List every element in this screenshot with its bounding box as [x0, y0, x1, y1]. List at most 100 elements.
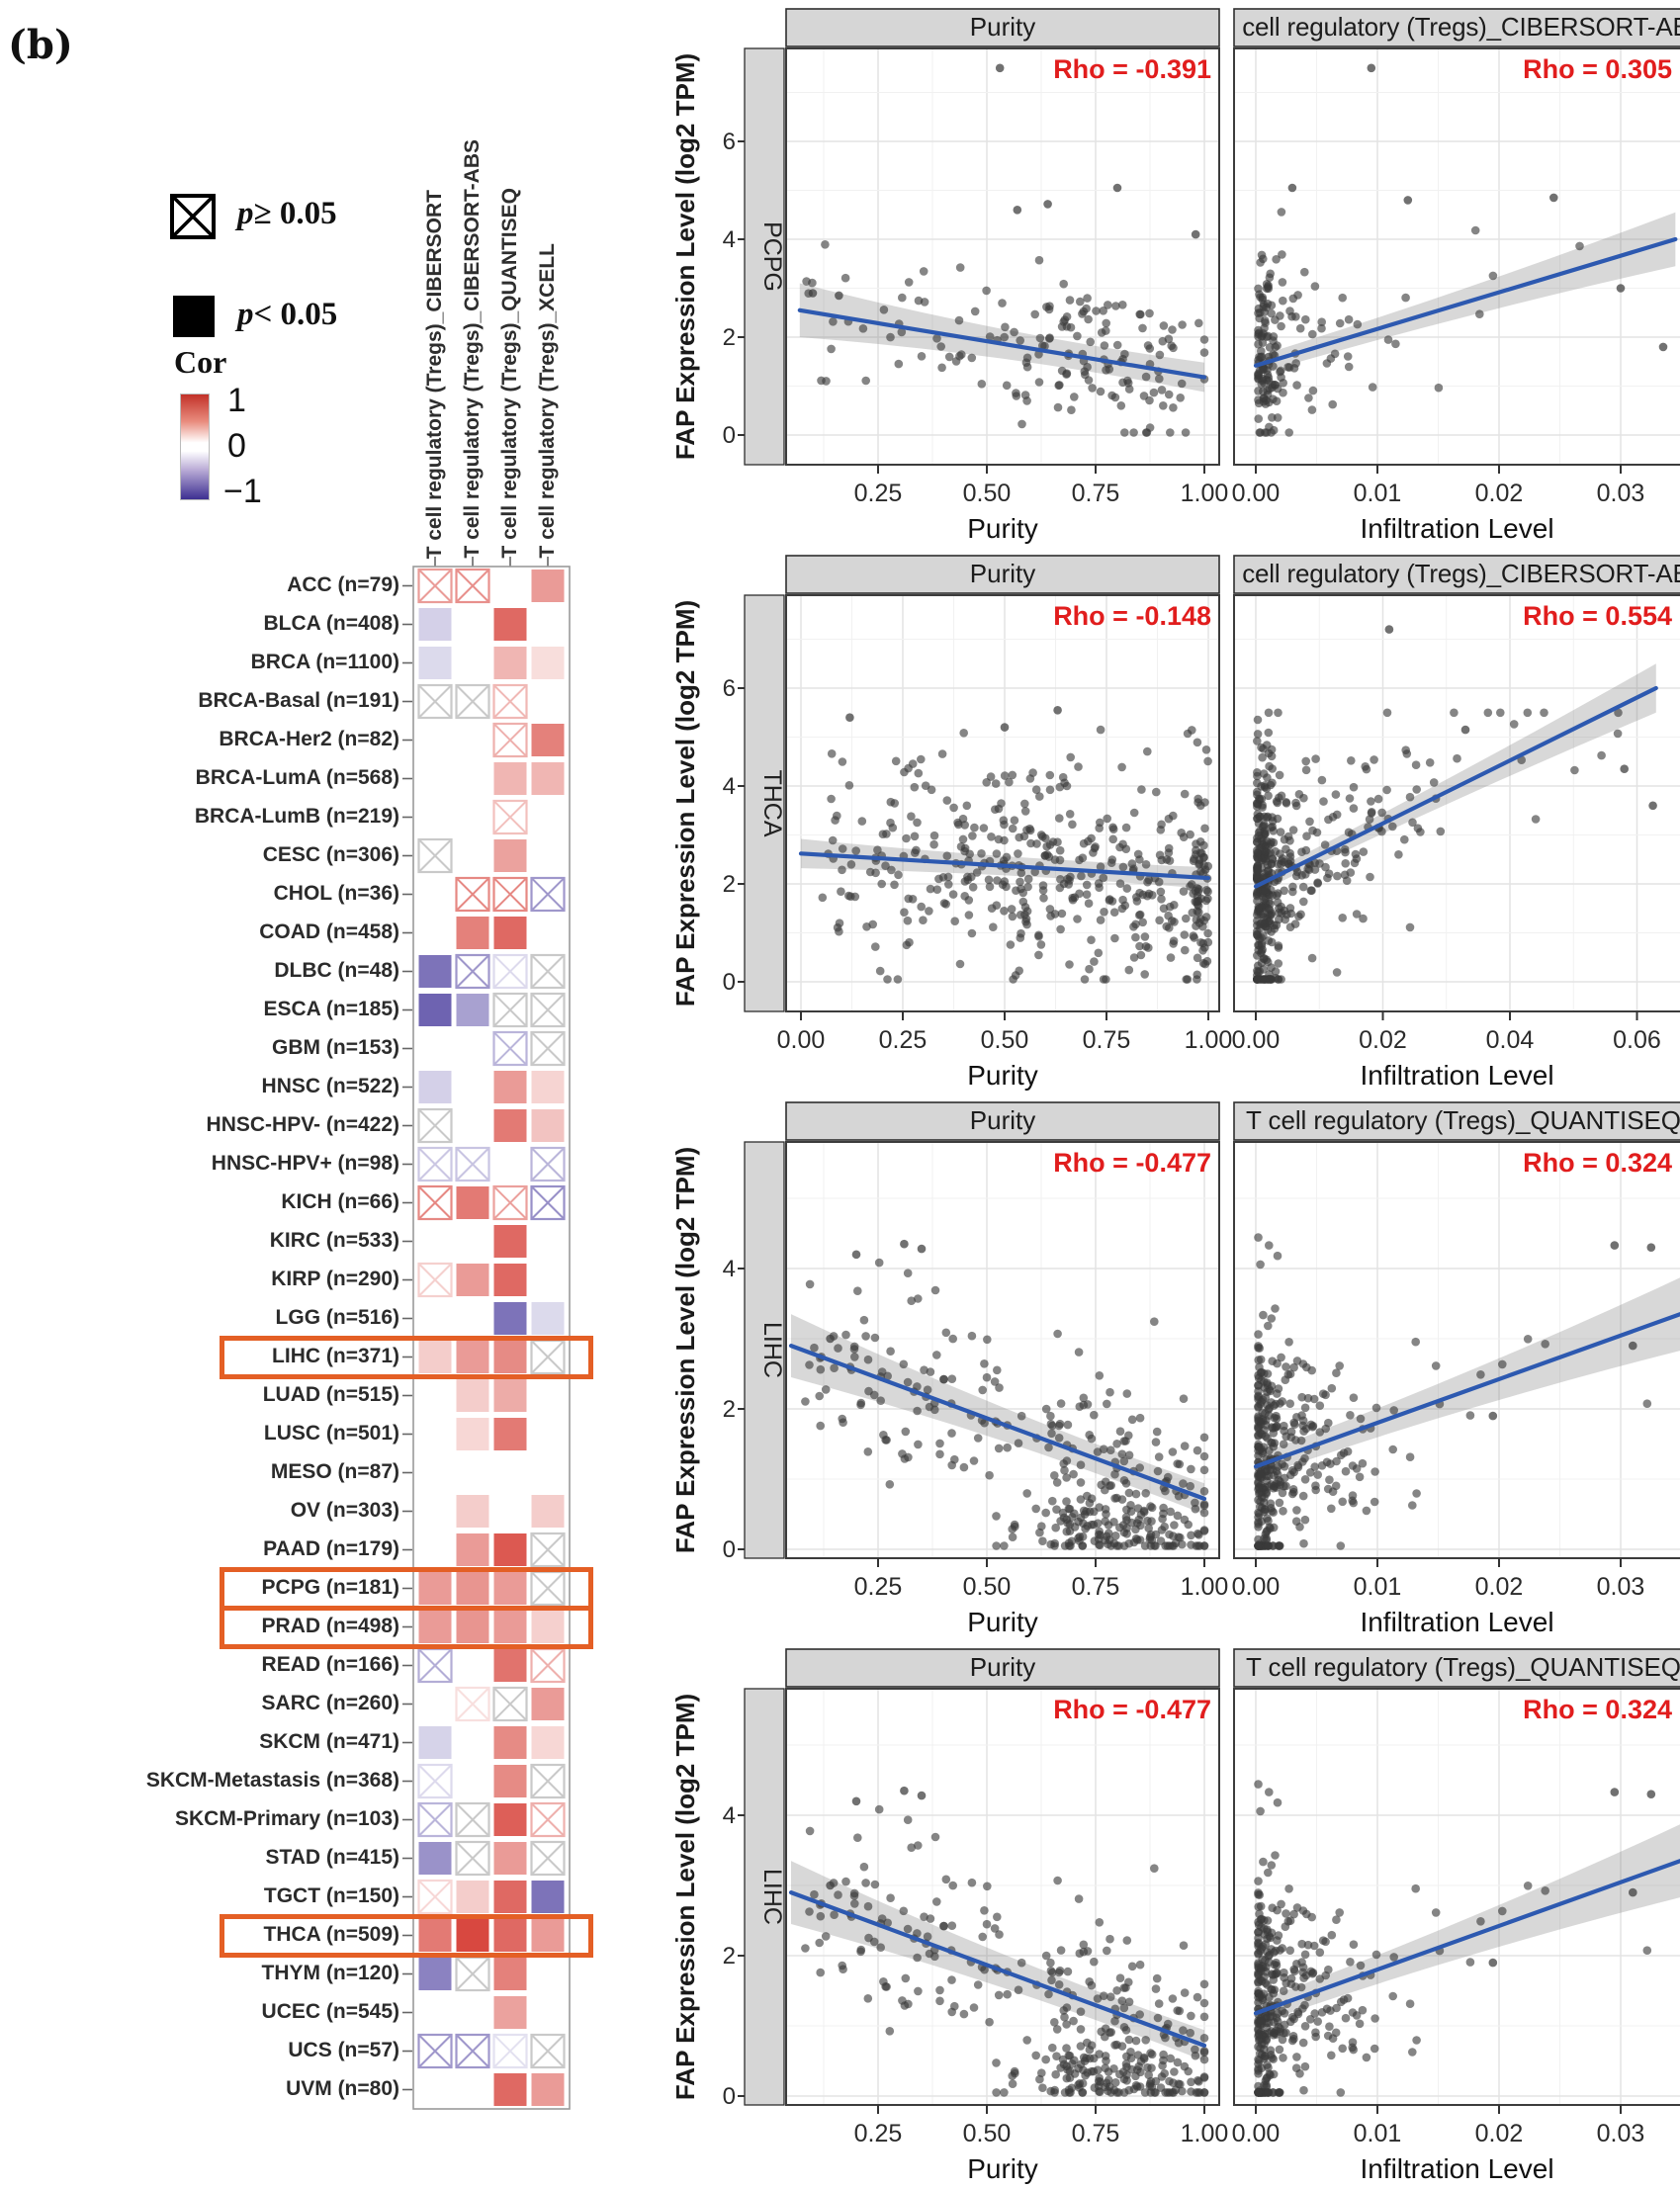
heatmap-highlight-box [220, 1605, 593, 1649]
heatmap-row-label: KIRP (n=290) [271, 1267, 399, 1290]
heatmap-cell-ns [455, 1146, 490, 1182]
rho-annotation: Rho = 0.554 [1523, 601, 1672, 631]
x-tick-label: 0.75 [1072, 480, 1120, 507]
heatmap-cell-ns [417, 2033, 453, 2069]
x-tick-label: 0.03 [1597, 1573, 1645, 1601]
heatmap-row-label: PCPG (n=181) [261, 1575, 399, 1599]
panel-title: T cell regulatory (Tregs)_QUANTISEQ [1246, 1652, 1680, 1682]
heatmap-cell [493, 1611, 527, 1643]
y-tick-label: 2 [723, 1943, 736, 1970]
heatmap-cell-ns [455, 2033, 490, 2069]
heatmap-row-label: ESCA (n=185) [263, 997, 399, 1020]
heatmap-cell-ns [530, 1647, 566, 1684]
heatmap-cell-ns [417, 837, 453, 874]
x-tick-label: 0.03 [1597, 2120, 1645, 2147]
heatmap-cell [493, 1803, 527, 1836]
heatmap-cell-ns [530, 1763, 566, 1799]
heatmap-cell [493, 1842, 527, 1875]
scatter-row: FAP Expression Level (log2 TPM) 0 2 4 LIHC Pu… [670, 1101, 1680, 1637]
heatmap-row-label: LUSC (n=501) [263, 1421, 399, 1445]
heatmap-cell-ns [530, 1532, 566, 1568]
x-tick-label: 0.04 [1486, 1026, 1535, 1054]
x-axis-title: Infiltration Level [1360, 1060, 1553, 1091]
x-tick-label: 0.50 [963, 2120, 1012, 2147]
heatmap-cell [456, 1611, 489, 1643]
scatter-row: FAP Expression Level (log2 TPM) 0 2 4 6 PCPG P… [670, 8, 1680, 544]
heatmap-cell [418, 1572, 452, 1605]
heatmap-row-label: UVM (n=80) [286, 2076, 399, 2100]
y-axis-label: FAP Expression Level (log2 TPM) [670, 1694, 700, 2100]
heatmap-cell [493, 2073, 527, 2106]
heatmap-cell-ns [492, 876, 528, 913]
heatmap-cell [418, 1842, 452, 1875]
colorbar-tick-neg1: −1 [223, 473, 262, 510]
heatmap-cell-ns [417, 1763, 453, 1799]
heatmap-cell [456, 1919, 489, 1952]
panel-header [785, 1648, 1220, 1688]
heatmap-row-label: LGG (n=516) [275, 1305, 399, 1329]
x-tick-label: 0.75 [1072, 2120, 1120, 2147]
x-axis-title: Purity [967, 2153, 1038, 2184]
panel-header [1233, 1101, 1680, 1141]
x-tick-label: 0.02 [1475, 480, 1524, 507]
heatmap-cell [531, 1919, 565, 1952]
heatmap-cell-ns [530, 1339, 566, 1375]
y-axis-label: FAP Expression Level (log2 TPM) [670, 600, 700, 1007]
heatmap-cell-ns [492, 799, 528, 835]
heatmap-cell-ns [417, 1146, 453, 1182]
panel-plot-area [786, 595, 1219, 1011]
heatmap-row-label: HNSC-HPV- (n=422) [206, 1112, 399, 1136]
heatmap-cell [531, 1881, 565, 1913]
colorbar [180, 394, 210, 500]
panel-header [1233, 1648, 1680, 1688]
panel-plot-area [1234, 595, 1680, 1011]
rho-annotation: Rho = 0.324 [1523, 1695, 1672, 1724]
panel-plot-area [786, 48, 1219, 465]
figure-label: (b) [8, 22, 73, 68]
confidence-band [791, 1314, 1204, 1515]
points-layer [801, 1239, 1209, 1550]
x-tick-label: 1.00 [1181, 1573, 1229, 1601]
heatmap-row-label: LIHC (n=371) [272, 1344, 399, 1367]
heatmap-row-label: HNSC-HPV+ (n=98) [211, 1151, 399, 1175]
trend-line [797, 307, 1207, 380]
y-tick-label: 6 [723, 129, 736, 155]
y-axis-label: FAP Expression Level (log2 TPM) [670, 53, 700, 460]
heatmap-cell [493, 647, 527, 679]
heatmap-cell [493, 1996, 527, 2029]
heatmap-cell-ns [530, 876, 566, 913]
heatmap-cell-ns [455, 953, 490, 990]
panel-title: T cell regulatory (Tregs)_CIBERSORT-ABS [1220, 559, 1680, 588]
panel-header [1233, 555, 1680, 594]
points-layer [1254, 1233, 1656, 1550]
heatmap-cell-ns [530, 1570, 566, 1607]
trend-line [1253, 685, 1658, 889]
panel-header [1233, 8, 1680, 47]
x-tick-label: 0.06 [1613, 1026, 1661, 1054]
x-tick-label: 0.00 [1232, 1026, 1281, 1054]
heatmap-row-label: LUAD (n=515) [262, 1382, 399, 1406]
colorbar-tick-1: 1 [227, 382, 246, 419]
x-axis-title: Purity [967, 1060, 1038, 1091]
heatmap-cell [418, 955, 452, 988]
heatmap-cell [493, 762, 527, 795]
facet-strip-label: LIHC [758, 1869, 786, 1925]
heatmap-cell [531, 762, 565, 795]
heatmap-row-label: BRCA-LumA (n=568) [195, 765, 399, 789]
facet-strip-label: PCPG [758, 221, 786, 292]
crossed-square-icon [170, 194, 216, 239]
heatmap-cell-ns [492, 992, 528, 1028]
panel-plot-area [1234, 1689, 1680, 2105]
heatmap-cell-ns [530, 953, 566, 990]
heatmap-cell [493, 1881, 527, 1913]
heatmap-cell-ns [417, 1184, 453, 1221]
panel-plot-area [1234, 48, 1680, 465]
panel-plot-area [1234, 1142, 1680, 1558]
panel-plot-area [786, 1689, 1219, 2105]
rho-annotation: Rho = -0.477 [1053, 1695, 1211, 1724]
heatmap-cell [456, 1572, 489, 1605]
y-tick-label: 0 [723, 2083, 736, 2110]
heatmap-cell [493, 1919, 527, 1952]
heatmap-cell [531, 569, 565, 602]
